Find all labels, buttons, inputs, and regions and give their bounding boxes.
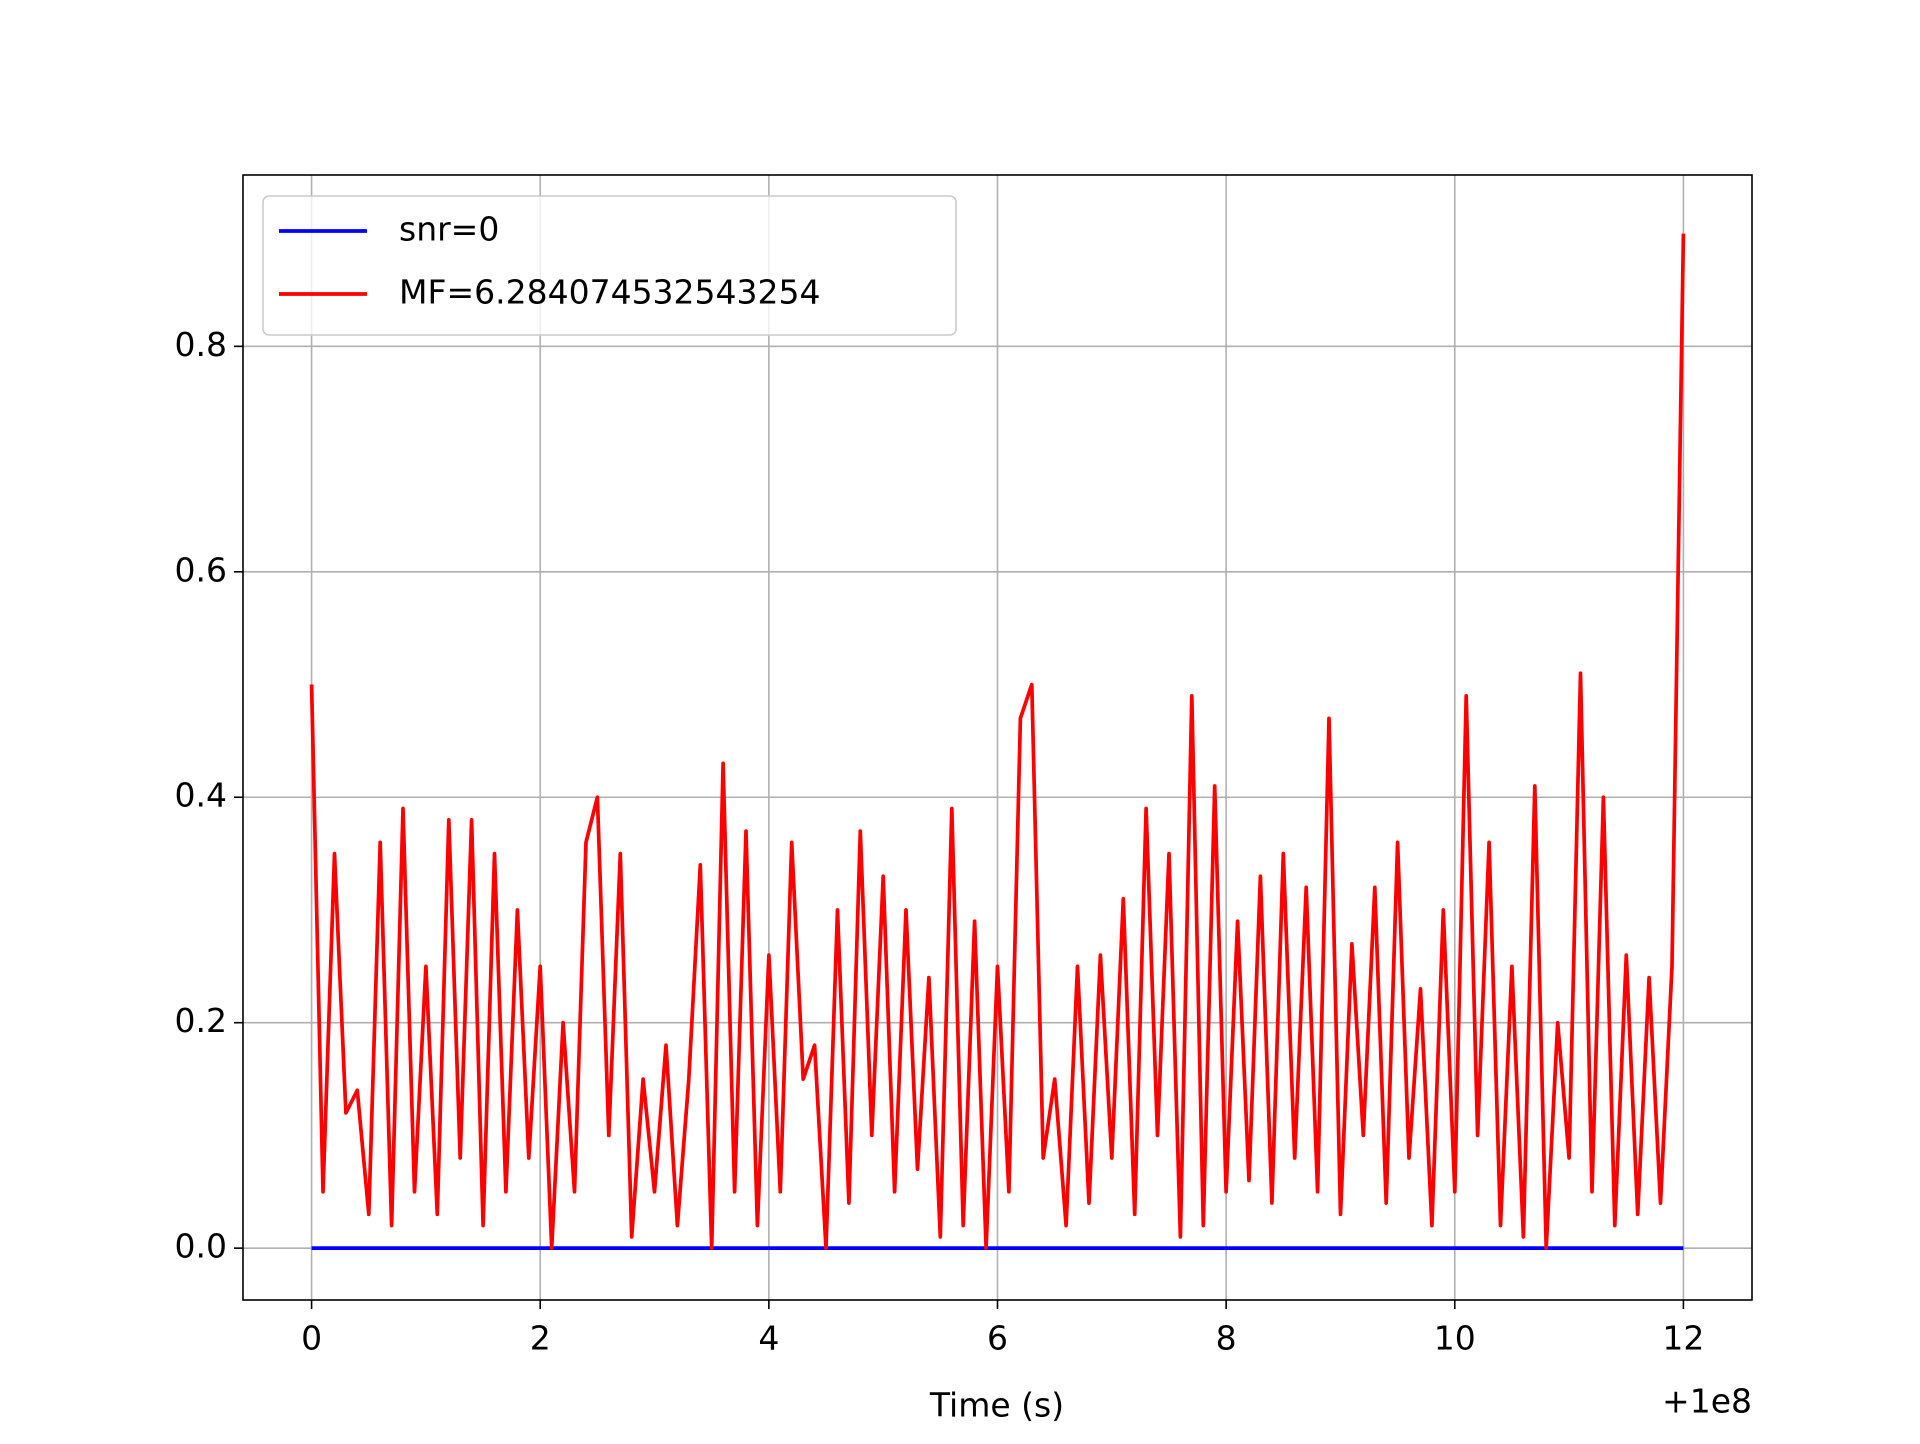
legend-label: snr=0 xyxy=(399,210,499,249)
x-offset-label: +1e8 xyxy=(1662,1382,1752,1421)
y-tick-label: 0.2 xyxy=(175,1001,227,1040)
y-tick-label: 0.6 xyxy=(175,550,227,589)
x-tick-label: 2 xyxy=(530,1319,551,1358)
axes-frame xyxy=(242,174,1753,1301)
legend-box xyxy=(262,195,957,336)
y-tick-label: 0.4 xyxy=(175,776,227,815)
x-axis-label: Time (s) xyxy=(929,1386,1064,1425)
line-series xyxy=(309,233,1686,1250)
x-tick-label: 10 xyxy=(1434,1319,1476,1358)
x-tick-label: 8 xyxy=(1216,1319,1237,1358)
x-tick-label: 12 xyxy=(1662,1319,1704,1358)
x-tick-label: 4 xyxy=(758,1319,779,1358)
y-tick-label: 0.8 xyxy=(175,325,227,364)
x-tick-label: 0 xyxy=(301,1319,322,1358)
legend-label: MF=6.284074532543254 xyxy=(399,273,821,312)
y-tick-label: 0.0 xyxy=(175,1227,227,1266)
x-tick-label: 6 xyxy=(987,1319,1008,1358)
